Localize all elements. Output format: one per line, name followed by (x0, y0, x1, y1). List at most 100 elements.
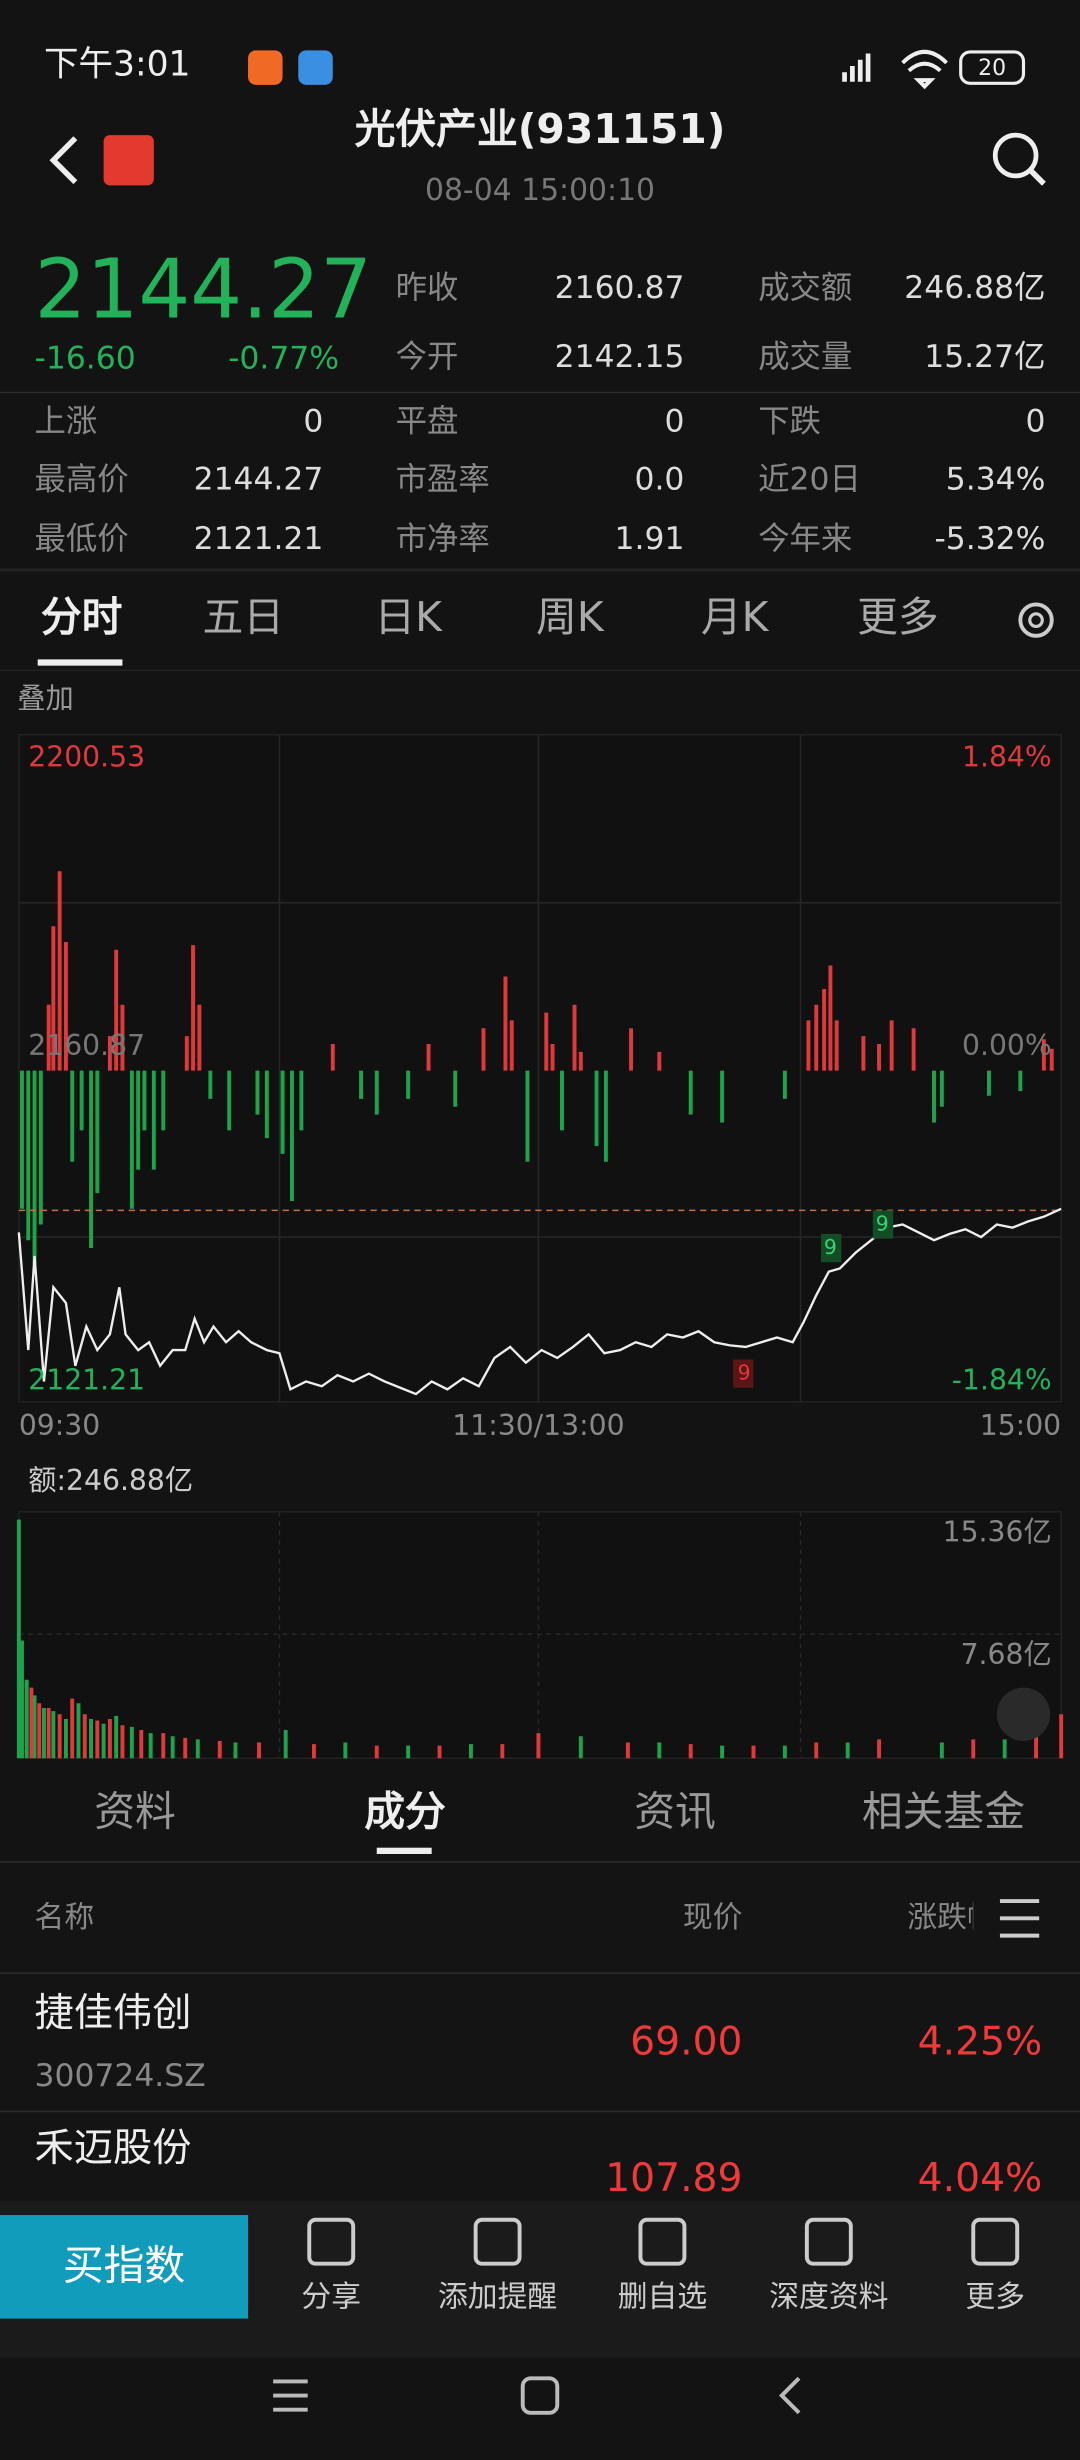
stat-value: 1.91 (615, 521, 685, 557)
amount-label: 额:246.88亿 (28, 1464, 193, 1497)
buy-button[interactable] (0, 2215, 249, 2319)
info-tab[interactable]: 成分 (364, 1788, 446, 1836)
stock-code: 300724.SZ (35, 2058, 206, 2094)
action-icon[interactable] (473, 2217, 522, 2266)
chart-tab[interactable]: 更多 (857, 593, 939, 641)
chart-tab[interactable]: 五日 (203, 593, 285, 641)
nav-bar (0, 2357, 1080, 2460)
stat-value: 0 (303, 403, 323, 439)
stat-value: 2142.15 (555, 339, 685, 375)
grid (18, 734, 1062, 1402)
low-label: 2121.21 (28, 1363, 145, 1396)
stat-label: 市盈率 (396, 461, 490, 497)
stat-value: -5.32% (934, 521, 1045, 557)
stock-name: 禾迈股份 (35, 2126, 192, 2171)
menu-icon[interactable] (999, 1899, 1040, 1938)
price-line (17, 1207, 1062, 1396)
app-icon (248, 50, 283, 85)
tab-indicator (37, 659, 123, 666)
time-label: 09:30 (19, 1409, 100, 1442)
stat-label: 成交量 (758, 339, 852, 375)
table-row[interactable]: 禾迈股份 107.89 4.04% (35, 2126, 1043, 2201)
battery-level: 20 (978, 56, 1006, 81)
nav-menu[interactable] (273, 2379, 308, 2412)
stat-label: 上涨 (35, 403, 98, 439)
marker-label: 9 (738, 1361, 751, 1385)
action-label[interactable]: 添加提醒 (438, 2280, 557, 2315)
title: 光伏产业(931151) (355, 105, 726, 153)
info-tab[interactable]: 相关基金 (862, 1788, 1025, 1836)
action-label[interactable]: 深度资料 (769, 2280, 888, 2315)
signal-icon (842, 53, 871, 82)
expand-button[interactable] (996, 1687, 1051, 1741)
marker (733, 1359, 754, 1388)
settings-icon[interactable] (1018, 602, 1054, 638)
up-bars (46, 871, 1054, 1071)
stat-label: 平盘 (396, 403, 459, 439)
marker (872, 1210, 894, 1239)
marker-label: 9 (876, 1212, 889, 1236)
action-icon[interactable] (804, 2217, 853, 2266)
stat-label: 成交额 (758, 270, 852, 306)
base-pct: 0.00% (962, 1029, 1052, 1062)
brand-icon (103, 135, 154, 186)
chart-tab[interactable]: 分时 (41, 593, 123, 641)
stat-value: 0.0 (635, 461, 685, 497)
status-time: 下午3:01 (44, 45, 191, 85)
vol-max: 15.36亿 (943, 1516, 1052, 1549)
nav-back[interactable] (778, 2376, 801, 2415)
chart-frame (18, 733, 1062, 1403)
price-chart: 9 9 9 2200.53 1.84% 2160.87 0.00% 2121.2… (17, 733, 1062, 1403)
action-icon[interactable] (971, 2217, 1020, 2266)
app-icon (298, 50, 333, 85)
change-pct: -0.77% (228, 341, 339, 377)
low-pct: -1.84% (952, 1363, 1052, 1396)
divider (0, 568, 1080, 572)
volume-chart: 15.36亿 7.68亿 (16, 1510, 1064, 1760)
stock-pct: 4.04% (918, 2156, 1043, 2201)
stock-price: 107.89 (605, 2156, 742, 2201)
time-label: 15:00 (980, 1409, 1061, 1442)
price: 2144.27 (35, 243, 372, 338)
stat-label: 下跌 (758, 403, 821, 439)
wifi-icon (901, 49, 948, 90)
back-button[interactable] (49, 136, 78, 185)
col-header: 名称 (35, 1900, 95, 1935)
stat-label: 最高价 (35, 461, 129, 497)
tab-indicator (376, 1847, 432, 1854)
stat-value: 15.27亿 (924, 339, 1045, 375)
col-header: 现价 (683, 1900, 743, 1935)
vol-mid: 7.68亿 (961, 1638, 1052, 1671)
datetime: 08-04 15:00:10 (425, 173, 655, 208)
grid (18, 1511, 1062, 1759)
chart-tab[interactable]: 日K (374, 593, 443, 641)
stat-value: 0 (1025, 403, 1045, 439)
stat-label: 市净率 (396, 521, 490, 557)
action-icon[interactable] (307, 2217, 356, 2266)
action-icon[interactable] (638, 2217, 687, 2266)
stat-label: 今开 (396, 339, 459, 375)
marker-label: 9 (824, 1235, 837, 1259)
action-label[interactable]: 分享 (301, 2280, 361, 2315)
chart-tab[interactable]: 周K (536, 593, 605, 641)
info-tab[interactable]: 资料 (94, 1788, 176, 1836)
stock-price: 69.00 (630, 2019, 742, 2064)
stat-value: 5.34% (946, 461, 1046, 497)
stat-label: 最低价 (35, 521, 129, 557)
search-button[interactable] (992, 132, 1046, 186)
stat-label: 今年来 (758, 521, 852, 557)
action-label[interactable]: 更多 (965, 2280, 1025, 2315)
stat-value: 2160.87 (555, 270, 685, 306)
table-row[interactable]: 捷佳伟创 300724.SZ 69.00 4.25% (35, 1991, 1043, 2094)
high-pct: 1.84% (962, 740, 1052, 773)
stock-name: 捷佳伟创 (35, 1991, 192, 2036)
high-label: 2200.53 (28, 740, 145, 773)
down-bars (20, 1070, 1023, 1264)
nav-home[interactable] (520, 2376, 560, 2415)
overlay-button[interactable]: 叠加 (17, 682, 74, 715)
action-label[interactable]: 删自选 (618, 2280, 707, 2315)
info-tab[interactable]: 资讯 (634, 1788, 716, 1836)
chart-tab[interactable]: 月K (701, 593, 770, 641)
buy-label: 买指数 (63, 2241, 185, 2289)
